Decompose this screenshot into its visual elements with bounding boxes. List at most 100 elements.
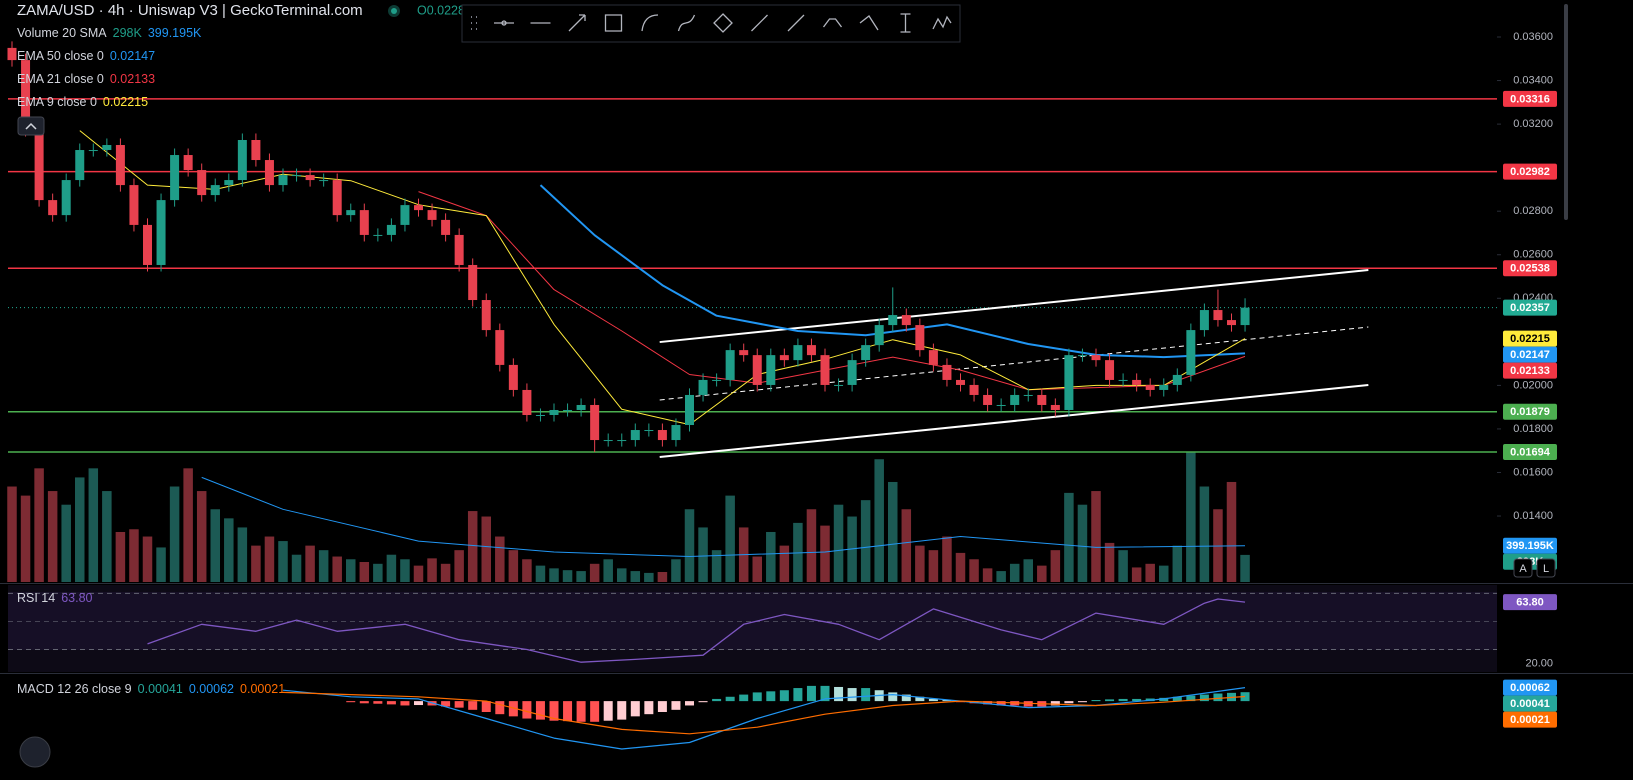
macd-histogram-bar xyxy=(576,701,586,722)
toolbar-icon[interactable] xyxy=(604,14,623,32)
toolbar-icon[interactable] xyxy=(494,20,514,26)
toolbar-button[interactable] xyxy=(568,14,586,32)
volume-bar xyxy=(1037,565,1047,582)
toolbar-button[interactable] xyxy=(641,14,659,32)
collapse-button[interactable] xyxy=(17,116,45,136)
toolbar-button[interactable] xyxy=(751,14,768,32)
macd-histogram-bar xyxy=(346,701,356,703)
volume-bar xyxy=(982,568,993,582)
toolbar-button[interactable] xyxy=(494,20,514,26)
scale-button-label[interactable]: L xyxy=(1543,563,1549,575)
toolbar-grip xyxy=(471,16,477,30)
volume-bar xyxy=(617,568,627,582)
candle-body xyxy=(143,224,152,265)
volume-bar xyxy=(725,495,735,582)
candle-body xyxy=(847,360,857,385)
toolbar-button[interactable] xyxy=(900,13,911,33)
candle-body xyxy=(251,140,261,161)
logo xyxy=(19,736,51,768)
y-tick-label: 0.02800 xyxy=(1513,205,1553,217)
volume-bar xyxy=(942,536,952,582)
scrollbar[interactable] xyxy=(1564,4,1568,220)
level-label: 0.02982 xyxy=(1510,166,1550,178)
candle-body xyxy=(278,175,288,186)
candle-body xyxy=(1010,394,1020,405)
toolbar-button[interactable] xyxy=(787,14,805,32)
toolbar-icon[interactable] xyxy=(677,14,696,32)
toolbar-icon[interactable] xyxy=(713,13,733,33)
rsi-value-label-badge xyxy=(1503,594,1557,611)
toolbar-icon[interactable] xyxy=(787,14,805,32)
macd-histogram-bar xyxy=(861,688,871,702)
volume-bar xyxy=(549,568,559,582)
candle-body xyxy=(928,350,938,365)
volume-bar xyxy=(630,571,641,582)
volume-bar xyxy=(576,571,586,582)
scale-button[interactable] xyxy=(1536,558,1556,578)
volume-bar xyxy=(752,556,762,582)
volume-bar xyxy=(711,550,722,582)
scale-button-label[interactable]: A xyxy=(1519,563,1527,575)
volume-bar xyxy=(698,527,708,582)
candle-body xyxy=(983,394,993,405)
scale-button[interactable] xyxy=(1513,558,1533,578)
candle-body xyxy=(305,175,315,181)
toolbar-icon[interactable] xyxy=(859,15,879,31)
collapse-icon[interactable] xyxy=(25,122,37,130)
toolbar-button[interactable] xyxy=(859,15,879,31)
toolbar-button[interactable] xyxy=(604,14,623,32)
toolbar-icon[interactable] xyxy=(900,13,911,33)
toolbar-button[interactable] xyxy=(677,14,696,32)
macd-histogram-bar xyxy=(590,701,600,722)
level-label-badge xyxy=(1503,90,1557,107)
toolbar-icon[interactable] xyxy=(641,14,659,32)
candle-body xyxy=(332,180,342,216)
candle-body xyxy=(1240,307,1250,326)
toolbar-button[interactable] xyxy=(932,15,952,30)
toolbar-icon[interactable] xyxy=(822,18,843,28)
level-label: 0.02538 xyxy=(1510,263,1550,275)
toolbar-icon[interactable] xyxy=(568,14,586,32)
macd-histogram-bar xyxy=(1213,693,1223,702)
macd-histogram-bar xyxy=(1240,692,1250,702)
volume-bar xyxy=(860,500,871,582)
toolbar-button[interactable] xyxy=(713,13,733,33)
signal-line xyxy=(282,691,1246,735)
macd-line xyxy=(282,687,1246,750)
legend: Volume 20 SMA 298K 399.195K xyxy=(17,26,202,40)
macd-value-label: 0.00062 xyxy=(1510,682,1550,694)
legend-name: EMA 21 close 0 xyxy=(17,72,104,86)
trendline xyxy=(659,383,1369,459)
volume-bar xyxy=(1009,563,1020,582)
macd-histogram-bar xyxy=(847,688,857,702)
volume-bar xyxy=(88,468,99,582)
candle-body xyxy=(1132,379,1142,385)
volume-bar xyxy=(129,529,139,582)
volume-bar xyxy=(955,552,966,582)
volume-bar xyxy=(7,486,17,582)
toolbar-button[interactable] xyxy=(822,18,843,28)
macd-histogram-bar xyxy=(495,701,505,715)
volume-bar xyxy=(318,550,329,582)
macd-histogram-bar xyxy=(1064,701,1074,704)
volume-bar xyxy=(1077,504,1088,582)
rsi-band xyxy=(8,592,1497,650)
volume-bar xyxy=(1091,491,1101,582)
volume-bar xyxy=(440,563,451,582)
legend-value: 0.00062 xyxy=(189,682,234,696)
candle-body xyxy=(156,200,166,265)
candle-body xyxy=(102,145,112,151)
volume-bar xyxy=(278,541,288,582)
volume-bar xyxy=(47,491,58,582)
candle-body xyxy=(712,379,722,381)
ema-line xyxy=(539,184,1246,359)
macd-histogram-bar xyxy=(685,701,694,706)
toolbar-icon[interactable] xyxy=(932,15,952,30)
macd-histogram-bar xyxy=(386,701,396,705)
toolbar-icon[interactable] xyxy=(751,14,768,32)
candle-body xyxy=(1037,394,1047,405)
candle-body xyxy=(630,430,640,441)
volume-bar xyxy=(671,559,681,582)
legend-value: 0.02147 xyxy=(110,49,155,63)
